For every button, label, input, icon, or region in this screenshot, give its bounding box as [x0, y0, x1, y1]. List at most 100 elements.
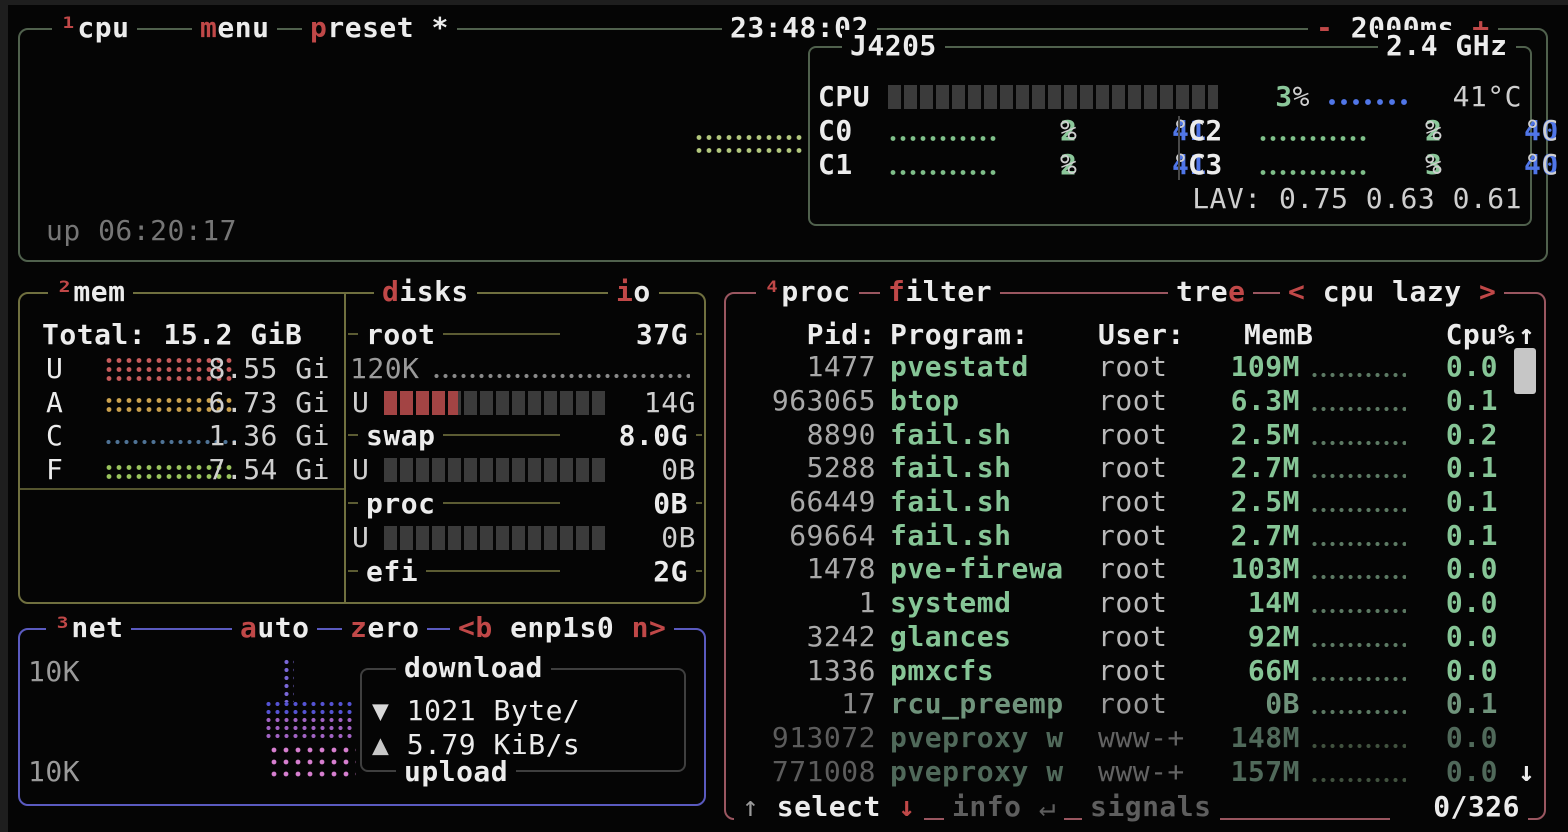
disk-used-label: U: [352, 521, 370, 554]
mem-available-value: 6.73 Gi: [208, 386, 330, 419]
io-mode-toggle[interactable]: io: [608, 276, 659, 308]
select-up-icon: ↑: [742, 790, 760, 823]
mem-used-graph: [104, 356, 236, 382]
disk-proc-used: 0B: [661, 521, 696, 554]
table-row[interactable]: 1336 pmxcfs root 66M 0.0: [806, 654, 1498, 687]
sort-mode: cpu lazy: [1322, 275, 1462, 308]
cpu-frequency: 2.4 GHz: [1378, 30, 1516, 62]
proc-cpu-graph: [1310, 540, 1406, 549]
table-row[interactable]: 17 rcu_preemp root 0B 0.1: [841, 687, 1498, 720]
proc-cpu-graph: [1310, 708, 1406, 717]
proc-cpu-graph: [1310, 675, 1406, 684]
sort-prev-button[interactable]: <: [1288, 275, 1306, 308]
proc-cpu-graph: [1310, 607, 1406, 616]
mem-box-number: ²: [56, 275, 74, 308]
disks-toggle[interactable]: disks: [374, 276, 477, 308]
mem-panel-toggle[interactable]: ²mem: [48, 275, 134, 308]
disk-proc-size: 0B: [560, 487, 696, 521]
net-zero-toggle[interactable]: zero: [342, 612, 428, 644]
net-prev-interface-button[interactable]: <b: [458, 611, 493, 644]
proc-tree-toggle[interactable]: tree: [1168, 276, 1254, 308]
select-button[interactable]: ↑ select ↓: [734, 791, 924, 823]
mem-free-graph: [104, 463, 236, 481]
mem-free-value: 7.54 Gi: [208, 453, 330, 486]
scroll-more-icon: ↓: [1518, 755, 1536, 788]
load-average: LAV: 0.75 0.63 0.61: [1192, 182, 1522, 215]
proc-cpu-graph: [1310, 742, 1406, 751]
proc-sort-selector: < cpu lazy >: [1280, 275, 1505, 308]
net-panel-toggle[interactable]: ³net: [46, 611, 132, 644]
info-button[interactable]: info ↵: [944, 790, 1065, 823]
window-edge-top: [0, 0, 1568, 5]
table-row[interactable]: 66449 fail.sh root 2.5M 0.1: [789, 485, 1498, 518]
net-box-title: net: [71, 611, 124, 644]
table-row[interactable]: 3242 glances root 92M 0.0: [806, 620, 1498, 653]
interval-decrease-button[interactable]: -: [1316, 11, 1334, 44]
disk-used-label: U: [352, 453, 370, 486]
core-usage-graph: [1258, 134, 1370, 143]
net-scale-top: 10K: [28, 655, 81, 688]
table-row[interactable]: 1477 pvestatd root 109M 0.0: [806, 350, 1498, 383]
window-edge-left: [0, 0, 8, 832]
mem-box-title: mem: [73, 275, 126, 308]
proc-box-number: ⁴: [764, 275, 782, 308]
proc-box-title: proc: [781, 275, 851, 308]
disk-proc-rule: [348, 502, 702, 504]
disk-used-label: U: [352, 386, 370, 419]
table-row[interactable]: 963065 btop root 6.3M 0.1: [771, 384, 1498, 417]
table-row[interactable]: 69664 fail.sh root 2.7M 0.1: [789, 519, 1498, 552]
upload-arrow-icon: ▲: [372, 728, 390, 761]
disk-efi-name: efi: [358, 555, 427, 589]
proc-cpu-graph: [1310, 776, 1406, 785]
core-name: C0: [818, 114, 853, 147]
disk-root-used: 14G: [643, 386, 696, 419]
cpu-summary-label: CPU: [818, 80, 871, 113]
sort-next-button[interactable]: >: [1478, 275, 1497, 308]
header-cpu: Cpu%: [1445, 318, 1515, 351]
mem-disks-divider: [344, 294, 346, 602]
menu-button[interactable]: menu: [192, 12, 278, 44]
mem-used-value: 8.55 Gi: [208, 352, 330, 385]
net-graph-spike: [282, 658, 294, 702]
mem-row-cached: C: [46, 419, 64, 452]
core-usage-graph: [888, 168, 1000, 177]
scrollbar-thumb[interactable]: [1514, 348, 1536, 394]
cpu-temp-graph: [1326, 96, 1412, 107]
net-scale-bottom: 10K: [28, 755, 81, 788]
proc-cpu-graph: [1310, 573, 1406, 582]
header-mem: MemB: [1244, 318, 1314, 351]
disk-swap-used: 0B: [661, 453, 696, 486]
core-name: C1: [818, 148, 853, 181]
proc-panel-toggle[interactable]: ⁴proc: [756, 276, 859, 308]
table-row[interactable]: 8890 fail.sh root 2.5M 0.2: [806, 418, 1498, 451]
proc-cpu-graph: [1310, 641, 1406, 650]
mem-row-available: A: [46, 386, 64, 419]
enter-key-icon: ↵: [1038, 790, 1057, 823]
disk-swap-meter: [384, 458, 606, 482]
core-usage-graph: [1258, 168, 1370, 177]
net-box-number: ³: [54, 611, 72, 644]
net-interface-switcher: <b enp1s0 n>: [450, 611, 675, 644]
process-count: 0/326: [1390, 791, 1528, 823]
mem-panel: [18, 292, 706, 604]
preset-button[interactable]: preset *: [302, 12, 457, 44]
cpu-inner-box: [808, 46, 1532, 226]
net-next-interface-button[interactable]: n>: [631, 611, 667, 644]
core-name: C2: [1188, 114, 1223, 147]
table-row[interactable]: 5288 fail.sh root 2.7M 0.1: [806, 451, 1498, 484]
mem-section-bottom-line: [20, 488, 344, 490]
net-auto-toggle[interactable]: auto: [232, 612, 318, 644]
signals-button[interactable]: signals: [1082, 791, 1220, 823]
cpu-total-meter: [888, 85, 1218, 109]
table-row[interactable]: 913072 pveproxy w www-+ 148M 0.0: [771, 721, 1498, 754]
table-row[interactable]: 1478 pve-firewa root 103M 0.0: [806, 552, 1498, 585]
disk-proc-name: proc: [358, 487, 444, 521]
table-row[interactable]: 1 systemd root 14M 0.0: [858, 586, 1498, 619]
net-upload-graph: [268, 744, 356, 782]
table-row[interactable]: 771008 pveproxy w www-+ 157M 0.0: [771, 755, 1498, 788]
proc-cpu-graph: [1310, 405, 1406, 414]
uptime: up 06:20:17: [46, 214, 237, 247]
proc-filter-button[interactable]: filter: [880, 276, 1001, 308]
net-mid-graph: [264, 716, 356, 740]
cpu-panel-toggle[interactable]: ¹cpu: [52, 12, 138, 44]
